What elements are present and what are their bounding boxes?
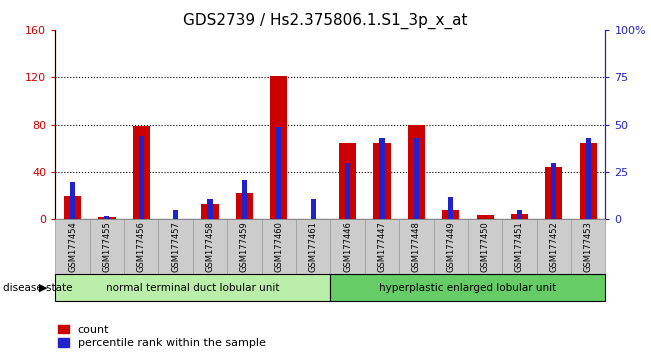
Bar: [586, 138, 591, 219]
Bar: [414, 138, 419, 219]
Bar: [70, 182, 75, 219]
Bar: [339, 143, 356, 219]
Text: GSM177460: GSM177460: [274, 222, 283, 272]
Text: GSM177458: GSM177458: [206, 222, 215, 272]
Text: GSM177447: GSM177447: [378, 222, 387, 272]
Bar: [270, 76, 287, 219]
Text: GSM177461: GSM177461: [309, 222, 318, 272]
Text: GSM177454: GSM177454: [68, 222, 77, 272]
Bar: [201, 204, 219, 219]
Bar: [64, 196, 81, 219]
Bar: [380, 138, 385, 219]
Text: GSM177446: GSM177446: [343, 222, 352, 272]
Text: GDS2739 / Hs2.375806.1.S1_3p_x_at: GDS2739 / Hs2.375806.1.S1_3p_x_at: [183, 12, 468, 29]
Text: GSM177450: GSM177450: [480, 222, 490, 272]
Legend: count, percentile rank within the sample: count, percentile rank within the sample: [58, 325, 266, 348]
Text: GSM177455: GSM177455: [102, 222, 111, 272]
Text: GSM177452: GSM177452: [549, 222, 559, 272]
Text: GSM177456: GSM177456: [137, 222, 146, 272]
Bar: [579, 143, 597, 219]
Text: GSM177451: GSM177451: [515, 222, 524, 272]
Bar: [98, 217, 115, 219]
Text: GSM177448: GSM177448: [412, 222, 421, 272]
Bar: [104, 216, 109, 219]
Text: GSM177459: GSM177459: [240, 222, 249, 272]
Bar: [374, 143, 391, 219]
Bar: [236, 193, 253, 219]
Text: GSM177457: GSM177457: [171, 222, 180, 272]
Text: GSM177453: GSM177453: [584, 222, 593, 272]
Text: hyperplastic enlarged lobular unit: hyperplastic enlarged lobular unit: [380, 282, 557, 293]
Bar: [345, 162, 350, 219]
Text: normal terminal duct lobular unit: normal terminal duct lobular unit: [106, 282, 280, 293]
Bar: [448, 197, 453, 219]
Bar: [511, 213, 528, 219]
Bar: [242, 180, 247, 219]
Bar: [442, 210, 460, 219]
Text: ▶: ▶: [39, 282, 48, 293]
Bar: [546, 167, 562, 219]
Bar: [311, 199, 316, 219]
Text: GSM177449: GSM177449: [446, 222, 455, 272]
Bar: [276, 127, 281, 219]
Bar: [139, 136, 144, 219]
Bar: [133, 126, 150, 219]
Bar: [408, 125, 425, 219]
Bar: [517, 210, 522, 219]
Bar: [208, 199, 213, 219]
Bar: [477, 215, 493, 219]
Bar: [551, 162, 557, 219]
Text: disease state: disease state: [3, 282, 73, 293]
Bar: [173, 210, 178, 219]
